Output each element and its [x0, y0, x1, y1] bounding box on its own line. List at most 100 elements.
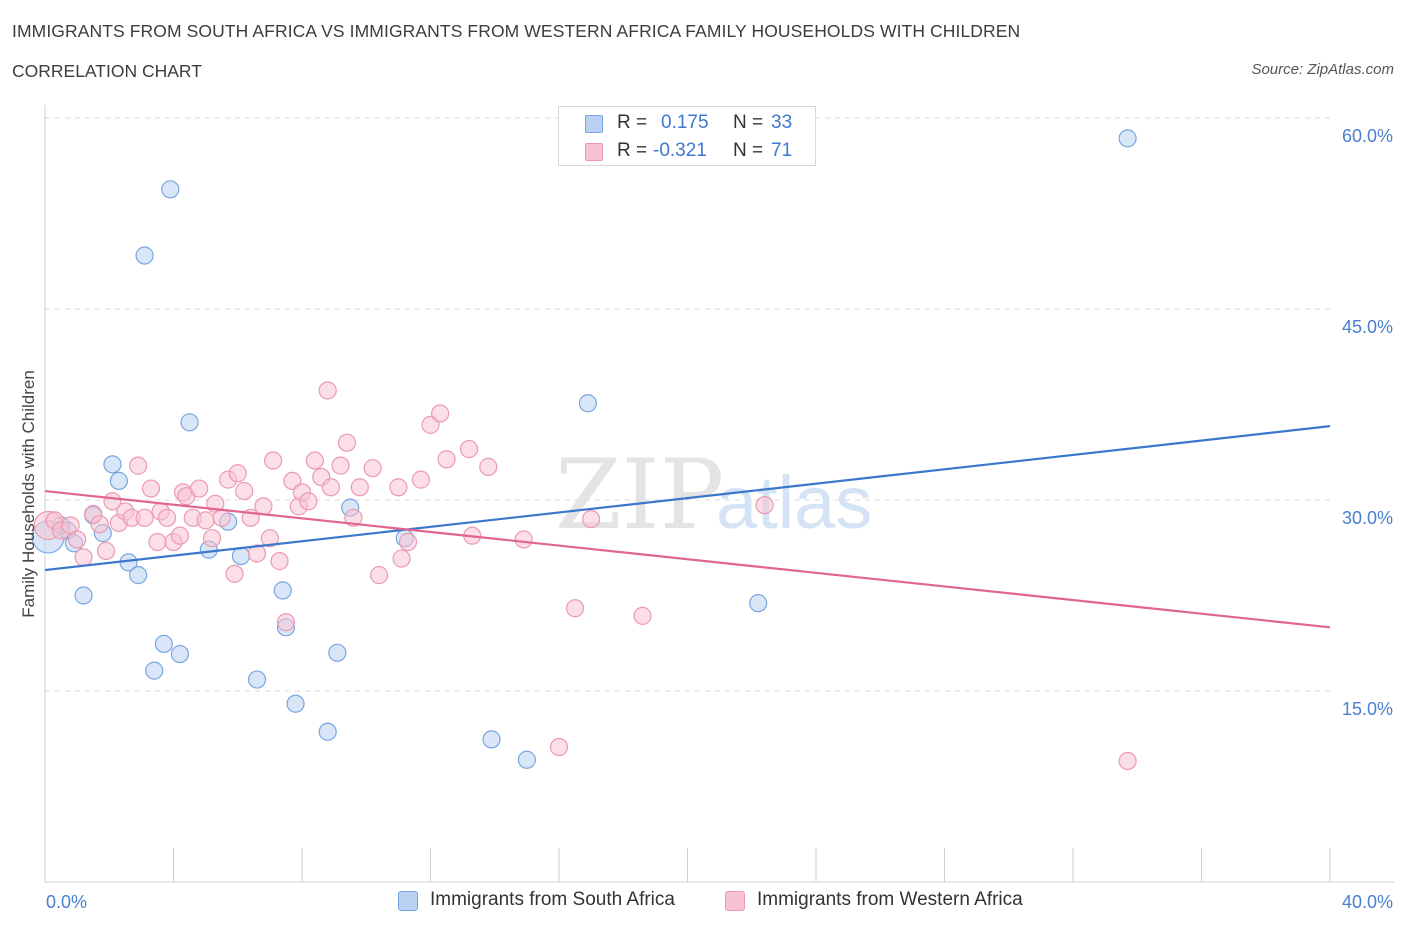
data-point-western-africa[interactable]: [363, 459, 382, 478]
data-point-western-africa[interactable]: [228, 464, 247, 483]
y-tick-label: 45.0%: [1342, 317, 1393, 337]
y-tick-label: 60.0%: [1342, 126, 1393, 146]
data-point-western-africa[interactable]: [582, 509, 601, 529]
correlation-legend: R = 0.175 N = 33 R = -0.321 N = 71: [558, 106, 816, 166]
data-point-western-africa[interactable]: [212, 508, 231, 527]
data-point-south-africa[interactable]: [231, 546, 251, 566]
data-point-south-africa[interactable]: [517, 750, 536, 769]
watermark-atlas: atlas: [716, 461, 872, 544]
y-tick-label: 15.0%: [1342, 699, 1393, 719]
bottom-legend-label: Immigrants from Western Africa: [757, 889, 1023, 910]
data-point-south-africa[interactable]: [318, 722, 337, 741]
series-western-africa: [33, 381, 1137, 771]
data-point-western-africa[interactable]: [479, 457, 498, 476]
source-label: Source: ZipAtlas.com: [1251, 61, 1394, 78]
data-point-western-africa[interactable]: [318, 381, 337, 400]
data-point-south-africa[interactable]: [749, 594, 768, 613]
data-point-western-africa[interactable]: [90, 515, 109, 534]
data-point-western-africa[interactable]: [129, 456, 148, 475]
data-point-western-africa[interactable]: [331, 456, 350, 475]
data-point-south-africa[interactable]: [170, 644, 190, 664]
axes: [44, 105, 1394, 883]
data-point-western-africa[interactable]: [305, 451, 324, 470]
trendlines: [44, 425, 1331, 629]
legend-r-label: R =: [617, 140, 648, 161]
data-point-south-africa[interactable]: [482, 730, 501, 749]
data-point-western-africa[interactable]: [321, 478, 341, 497]
data-point-western-africa[interactable]: [299, 492, 318, 511]
data-point-western-africa[interactable]: [459, 439, 479, 459]
data-point-western-africa[interactable]: [235, 481, 254, 501]
data-point-western-africa[interactable]: [549, 737, 569, 757]
legend-r-value: 0.175: [661, 112, 709, 133]
data-point-south-africa[interactable]: [161, 180, 180, 199]
chart-title: IMMIGRANTS FROM SOUTH AFRICA VS IMMIGRAN…: [12, 21, 1021, 41]
data-point-western-africa[interactable]: [565, 599, 585, 618]
data-point-western-africa[interactable]: [96, 541, 116, 561]
data-point-western-africa[interactable]: [514, 530, 533, 549]
data-point-western-africa[interactable]: [141, 479, 161, 498]
data-point-western-africa[interactable]: [398, 532, 418, 552]
data-point-western-africa[interactable]: [74, 548, 93, 567]
data-point-western-africa[interactable]: [633, 606, 652, 625]
data-point-western-africa[interactable]: [344, 508, 363, 527]
data-point-western-africa[interactable]: [276, 613, 296, 632]
data-point-western-africa[interactable]: [202, 529, 222, 548]
data-point-south-africa[interactable]: [145, 661, 164, 680]
data-point-western-africa[interactable]: [437, 450, 456, 469]
legend-swatch-pink: [585, 143, 603, 161]
data-point-western-africa[interactable]: [1118, 751, 1137, 771]
data-point-western-africa[interactable]: [431, 404, 450, 423]
data-point-south-africa[interactable]: [103, 455, 122, 474]
data-point-south-africa[interactable]: [154, 634, 173, 653]
gridlines: [45, 117, 1330, 692]
data-point-western-africa[interactable]: [350, 478, 369, 497]
data-point-western-africa[interactable]: [254, 497, 273, 516]
legend-swatch-blue: [585, 115, 603, 133]
data-point-western-africa[interactable]: [270, 552, 289, 571]
data-point-western-africa[interactable]: [392, 549, 411, 568]
data-point-south-africa[interactable]: [135, 246, 154, 265]
y-axis-label: Family Households with Children: [19, 370, 38, 618]
data-point-south-africa[interactable]: [273, 581, 292, 600]
data-point-south-africa[interactable]: [578, 394, 598, 413]
bottom-legend-swatch-pink: [725, 891, 745, 911]
data-point-western-africa[interactable]: [68, 530, 87, 549]
legend-r-value: -0.321: [653, 140, 707, 161]
data-point-western-africa[interactable]: [260, 529, 279, 548]
data-point-western-africa[interactable]: [190, 479, 209, 498]
data-point-western-africa[interactable]: [196, 511, 215, 530]
data-point-south-africa[interactable]: [180, 413, 199, 432]
legend-n-value: 71: [771, 140, 793, 161]
data-point-western-africa[interactable]: [148, 532, 167, 552]
data-point-south-africa[interactable]: [328, 643, 347, 662]
data-point-western-africa[interactable]: [247, 544, 267, 563]
data-point-western-africa[interactable]: [411, 470, 430, 489]
data-point-western-africa[interactable]: [263, 451, 283, 470]
data-point-western-africa[interactable]: [389, 478, 408, 497]
chart-subtitle: CORRELATION CHART: [12, 61, 202, 81]
watermark: ZIP atlas: [555, 439, 872, 551]
trendline-western-africa: [44, 489, 1331, 629]
data-point-south-africa[interactable]: [286, 694, 305, 713]
data-point-western-africa[interactable]: [170, 526, 190, 545]
watermark-zip: ZIP: [555, 439, 724, 551]
legend-n-value: 33: [771, 112, 793, 133]
data-point-western-africa[interactable]: [370, 566, 389, 585]
data-point-western-africa[interactable]: [225, 564, 244, 583]
x-tick-label: 40.0%: [1342, 892, 1393, 912]
data-point-western-africa[interactable]: [135, 508, 154, 527]
data-point-south-africa[interactable]: [109, 471, 128, 490]
data-point-western-africa[interactable]: [157, 508, 177, 527]
data-point-south-africa[interactable]: [247, 670, 267, 689]
legend-r-label: R =: [617, 112, 648, 133]
legend-n-label: N =: [733, 112, 764, 133]
data-point-south-africa[interactable]: [74, 586, 93, 605]
data-point-western-africa[interactable]: [337, 433, 357, 452]
data-point-south-africa[interactable]: [1118, 129, 1137, 148]
tick-labels: 15.0% 30.0% 45.0% 60.0% 0.0% 40.0%: [46, 126, 1393, 912]
legend-n-label: N =: [733, 140, 764, 161]
data-point-western-africa[interactable]: [755, 495, 774, 515]
data-point-south-africa[interactable]: [129, 566, 148, 585]
